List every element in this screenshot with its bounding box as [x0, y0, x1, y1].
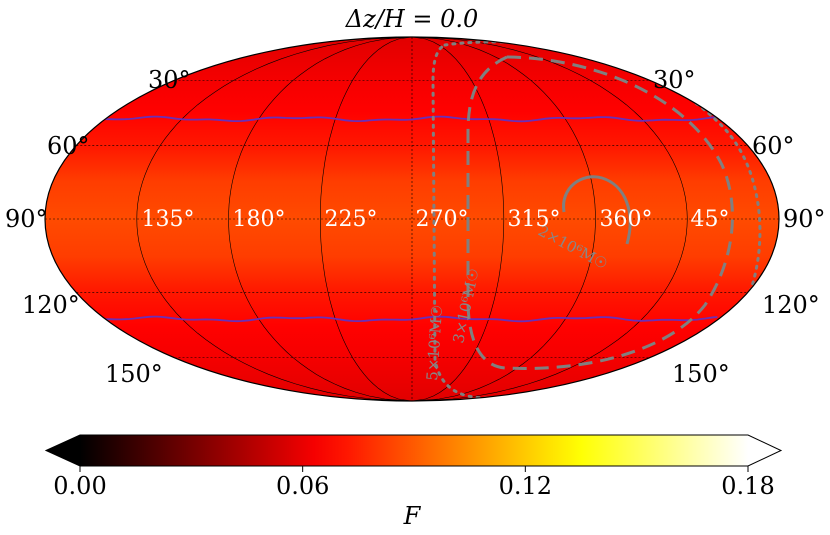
lon-label-4: 315° [508, 207, 561, 232]
lat-label-right-3: 120° [762, 291, 820, 319]
colorbar-tick-0: 0.00 [53, 472, 106, 500]
latitude-labels: 30° 60° 90° 120° 150° 30° 60° 90° 120° 150° [5, 66, 826, 388]
colorbar: 0.00 0.06 0.12 0.18 F [44, 434, 783, 530]
lon-label-3: 270° [416, 207, 469, 232]
colorbar-tick-3: 0.18 [721, 472, 774, 500]
lat-label-right-1: 60° [752, 132, 795, 160]
colorbar-extend-min [46, 435, 80, 466]
colorbar-label: F [403, 502, 422, 530]
lat-label-left-1: 60° [47, 132, 90, 160]
lon-label-5: 360° [600, 207, 653, 232]
lon-label-0: 135° [142, 207, 195, 232]
lon-label-2: 225° [325, 207, 378, 232]
lat-label-right-2: 90° [783, 205, 826, 233]
colorbar-extend-max [748, 435, 781, 466]
lat-label-right-4: 150° [672, 360, 730, 388]
lon-label-1: 180° [233, 207, 286, 232]
purple-contours [105, 115, 718, 323]
colorbar-tick-1: 0.06 [276, 472, 329, 500]
lat-label-right-0: 30° [653, 66, 696, 94]
lat-label-left-3: 120° [22, 291, 80, 319]
lat-label-left-4: 150° [105, 360, 163, 388]
longitude-labels: 135° 180° 225° 270° 315° 360° 45° [142, 207, 730, 232]
colorbar-tick-2: 0.12 [499, 472, 552, 500]
lat-label-left-0: 30° [148, 66, 191, 94]
colorbar-body [80, 435, 748, 466]
lat-label-left-2: 90° [5, 205, 48, 233]
map-outline [44, 36, 780, 402]
contour-label-5e6: 5×10⁶M☉ [423, 304, 446, 381]
lon-label-6: 45° [691, 207, 730, 232]
chart-title: Δz/H = 0.0 [345, 5, 479, 33]
